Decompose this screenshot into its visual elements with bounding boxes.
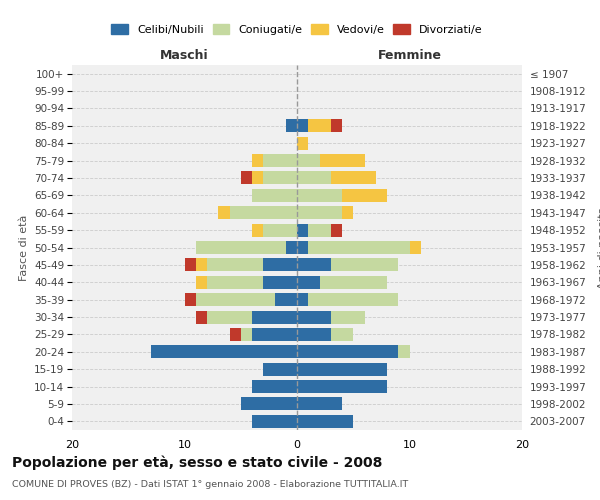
Bar bbox=[196, 241, 286, 254]
Bar bbox=[275, 293, 297, 306]
Text: Popolazione per età, sesso e stato civile - 2008: Popolazione per età, sesso e stato civil… bbox=[12, 455, 382, 469]
Bar bbox=[185, 258, 196, 272]
Bar bbox=[297, 224, 308, 236]
Bar bbox=[331, 310, 365, 324]
Text: Maschi: Maschi bbox=[160, 48, 209, 62]
Bar bbox=[308, 241, 409, 254]
Bar bbox=[207, 258, 263, 272]
Bar bbox=[286, 120, 297, 132]
Bar bbox=[308, 293, 398, 306]
Bar bbox=[252, 154, 263, 167]
Bar bbox=[320, 154, 365, 167]
Bar bbox=[342, 206, 353, 220]
Bar bbox=[252, 189, 297, 202]
Text: COMUNE DI PROVES (BZ) - Dati ISTAT 1° gennaio 2008 - Elaborazione TUTTITALIA.IT: COMUNE DI PROVES (BZ) - Dati ISTAT 1° ge… bbox=[12, 480, 408, 489]
Bar bbox=[252, 328, 297, 341]
Bar bbox=[252, 310, 297, 324]
Bar bbox=[297, 241, 308, 254]
Bar bbox=[196, 276, 207, 289]
Bar bbox=[331, 172, 376, 184]
Bar bbox=[297, 415, 353, 428]
Bar bbox=[207, 276, 263, 289]
Bar bbox=[297, 293, 308, 306]
Bar bbox=[241, 328, 252, 341]
Bar bbox=[196, 310, 207, 324]
Bar bbox=[263, 276, 297, 289]
Bar bbox=[398, 346, 409, 358]
Bar bbox=[229, 328, 241, 341]
Bar bbox=[297, 398, 342, 410]
Bar bbox=[409, 241, 421, 254]
Bar bbox=[297, 362, 387, 376]
Bar bbox=[308, 224, 331, 236]
Bar bbox=[308, 120, 331, 132]
Bar bbox=[342, 189, 387, 202]
Bar bbox=[286, 241, 297, 254]
Bar bbox=[297, 189, 342, 202]
Bar bbox=[331, 224, 342, 236]
Bar bbox=[241, 398, 297, 410]
Legend: Celibi/Nubili, Coniugati/e, Vedovi/e, Divorziati/e: Celibi/Nubili, Coniugati/e, Vedovi/e, Di… bbox=[107, 20, 487, 39]
Bar bbox=[331, 120, 342, 132]
Bar bbox=[297, 172, 331, 184]
Y-axis label: Fasce di età: Fasce di età bbox=[19, 214, 29, 280]
Bar bbox=[297, 346, 398, 358]
Bar bbox=[297, 328, 331, 341]
Bar bbox=[218, 206, 229, 220]
Bar bbox=[252, 380, 297, 393]
Bar bbox=[263, 172, 297, 184]
Bar bbox=[263, 258, 297, 272]
Bar bbox=[196, 258, 207, 272]
Bar bbox=[263, 224, 297, 236]
Bar bbox=[207, 310, 252, 324]
Bar bbox=[297, 120, 308, 132]
Bar bbox=[297, 136, 308, 149]
Bar bbox=[252, 415, 297, 428]
Bar bbox=[263, 154, 297, 167]
Bar bbox=[196, 293, 275, 306]
Bar bbox=[331, 258, 398, 272]
Bar bbox=[297, 310, 331, 324]
Bar bbox=[297, 154, 320, 167]
Bar bbox=[263, 362, 297, 376]
Bar bbox=[229, 206, 297, 220]
Bar bbox=[241, 172, 252, 184]
Bar bbox=[252, 224, 263, 236]
Bar bbox=[297, 258, 331, 272]
Y-axis label: Anni di nascita: Anni di nascita bbox=[598, 206, 600, 289]
Bar bbox=[297, 276, 320, 289]
Bar bbox=[252, 172, 263, 184]
Bar bbox=[320, 276, 387, 289]
Bar bbox=[331, 328, 353, 341]
Bar bbox=[297, 380, 387, 393]
Bar bbox=[151, 346, 297, 358]
Bar bbox=[185, 293, 196, 306]
Bar bbox=[297, 206, 342, 220]
Text: Femmine: Femmine bbox=[377, 48, 442, 62]
